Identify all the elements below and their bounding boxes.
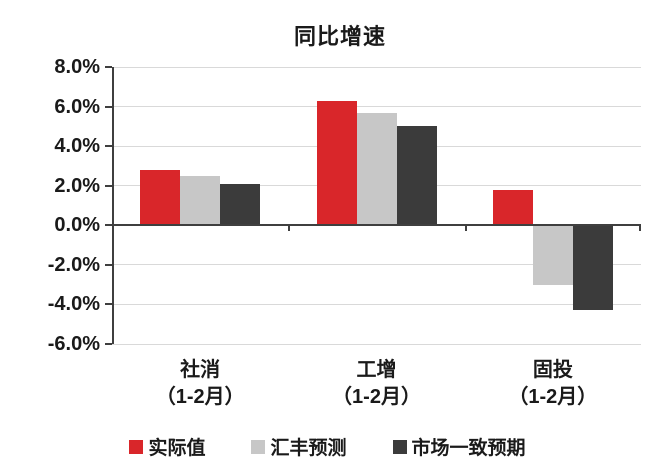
gridline [112,66,641,68]
y-axis-tick [105,343,112,345]
y-axis-line [112,67,114,344]
plot-area [112,66,641,345]
category-label-line2: （1-2月） [155,386,245,408]
bar-实际值-固投 [492,189,533,226]
category-label-line1: 工增 [356,359,397,381]
y-tick-label: 0.0% [54,214,100,237]
legend-swatch [392,439,407,454]
legend-swatch [129,439,144,454]
y-axis-tick [105,263,112,266]
category-label-line1: 固投 [532,359,573,381]
chart-title: 同比增速 [293,24,386,49]
y-tick-label: 4.0% [54,135,100,158]
legend-label: 市场一致预期 [411,438,526,459]
y-axis-tick [105,145,112,148]
bar-汇丰预测-固投 [532,225,573,285]
gridline [112,106,641,108]
category-label-line2: （1-2月） [332,386,421,408]
y-axis-tick [105,66,112,68]
gridline [112,264,641,266]
y-axis-tick [105,184,112,187]
legend-item-汇丰预测: 汇丰预测 [251,433,347,460]
legend-label: 汇丰预测 [270,438,347,459]
bar-汇丰预测-工增 [356,112,397,226]
bar-市场一致预期-固投 [572,225,613,311]
y-axis-tick [105,105,112,108]
x-axis-tick [112,225,114,232]
y-tick-label: -6.0% [47,333,100,355]
gridline [112,343,641,345]
x-axis-tick [288,225,291,232]
y-axis-tick [105,303,112,306]
legend-item-实际值: 实际值 [129,433,205,460]
y-tick-label: 8.0% [54,56,100,78]
legend: 实际值 汇丰预测 市场一致预期 [0,433,655,460]
legend-label: 实际值 [148,438,206,459]
category-label-line2: （1-2月） [508,386,598,408]
x-axis-line [112,224,641,227]
y-tick-label: 2.0% [54,174,100,197]
x-axis-tick [464,225,467,232]
y-tick-label: -4.0% [47,293,100,316]
bar-市场一致预期-工增 [396,126,437,226]
bar-汇丰预测-社消 [180,175,221,226]
bar-实际值-工增 [316,100,357,226]
legend-swatch [251,439,266,454]
x-axis-tick [639,225,641,232]
y-tick-label: -2.0% [47,253,100,276]
y-tick-label: 6.0% [54,95,100,118]
category-label: 工增 （1-2月） [289,357,465,411]
bar-实际值-社消 [140,169,181,226]
gridline [112,303,641,305]
bar-市场一致预期-社消 [220,183,261,226]
y-axis-tick [105,224,112,227]
category-label: 固投 （1-2月） [465,357,641,411]
category-label: 社消 （1-2月） [112,357,288,411]
legend-item-市场一致预期: 市场一致预期 [392,433,526,460]
category-label-line1: 社消 [180,359,221,381]
